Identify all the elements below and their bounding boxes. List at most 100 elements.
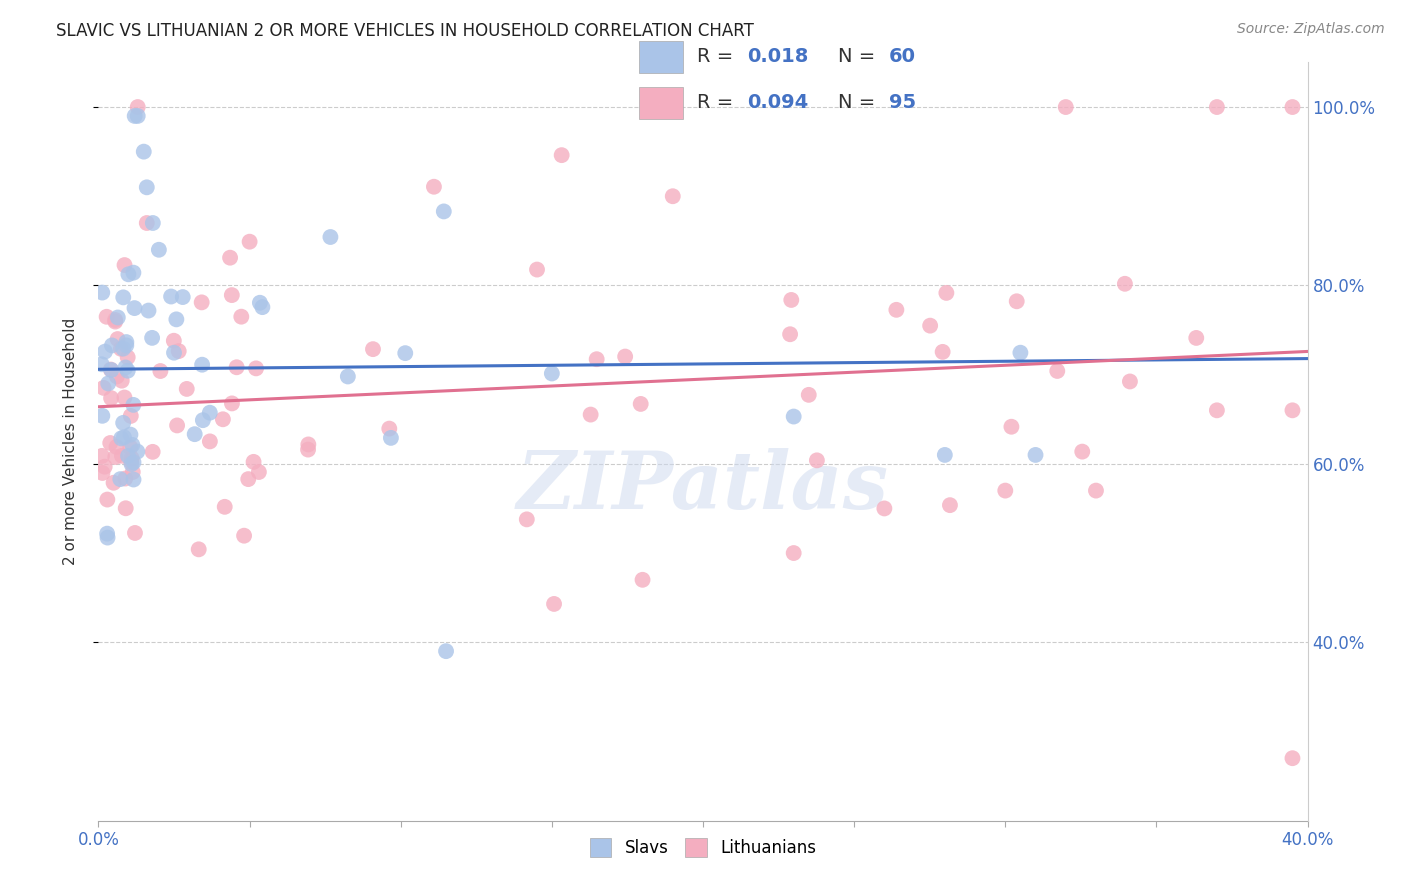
Point: [1085, 483, 1108, 498]
Point: [117, 351, 139, 365]
FancyBboxPatch shape: [640, 87, 683, 119]
Point: [167, 344, 190, 359]
Point: [1281, 100, 1303, 114]
Point: [90, 357, 112, 371]
Point: [111, 374, 134, 388]
Point: [423, 179, 446, 194]
Point: [319, 230, 342, 244]
Point: [112, 290, 135, 304]
Point: [105, 440, 128, 454]
Text: N =: N =: [838, 94, 882, 112]
Point: [994, 483, 1017, 498]
Point: [124, 301, 146, 315]
Point: [247, 465, 270, 479]
Text: 0.018: 0.018: [747, 47, 808, 66]
Point: [120, 409, 142, 423]
Text: 60: 60: [889, 47, 915, 66]
Point: [585, 352, 607, 367]
Point: [163, 345, 186, 359]
Point: [104, 315, 127, 329]
Point: [91, 466, 114, 480]
Text: Source: ZipAtlas.com: Source: ZipAtlas.com: [1237, 22, 1385, 37]
Point: [920, 318, 942, 333]
Point: [100, 362, 122, 376]
Point: [797, 388, 820, 402]
Point: [219, 251, 242, 265]
Point: [378, 422, 401, 436]
Point: [107, 310, 129, 325]
Point: [111, 449, 134, 463]
Point: [91, 409, 114, 423]
Point: [631, 573, 654, 587]
Point: [114, 501, 136, 516]
Point: [114, 258, 136, 272]
Point: [394, 346, 416, 360]
Point: [239, 235, 262, 249]
Point: [93, 381, 115, 395]
Text: R =: R =: [696, 47, 740, 66]
Point: [121, 438, 143, 452]
Point: [107, 332, 129, 346]
Point: [165, 312, 187, 326]
Point: [172, 290, 194, 304]
Point: [297, 442, 319, 457]
Point: [127, 444, 149, 458]
Point: [183, 427, 205, 442]
Point: [873, 501, 896, 516]
Text: ZIPatlas: ZIPatlas: [517, 449, 889, 525]
Point: [103, 475, 125, 490]
Point: [1005, 294, 1028, 309]
Point: [806, 453, 828, 467]
Point: [543, 597, 565, 611]
Point: [1071, 444, 1094, 458]
Point: [221, 288, 243, 302]
Point: [115, 334, 138, 349]
Point: [550, 148, 572, 162]
Point: [141, 331, 163, 345]
Point: [142, 445, 165, 459]
Point: [1281, 751, 1303, 765]
Point: [122, 398, 145, 412]
Point: [91, 285, 114, 300]
Point: [104, 450, 127, 464]
Point: [1046, 364, 1069, 378]
Point: [614, 350, 637, 364]
Point: [166, 418, 188, 433]
Point: [935, 285, 957, 300]
Point: [233, 529, 256, 543]
Point: [96, 531, 118, 545]
Point: [148, 243, 170, 257]
Point: [98, 436, 121, 450]
Point: [132, 145, 155, 159]
Point: [198, 406, 221, 420]
Point: [1281, 403, 1303, 417]
Point: [96, 310, 118, 324]
Point: [105, 369, 128, 384]
Point: [122, 473, 145, 487]
Point: [114, 391, 136, 405]
Point: [214, 500, 236, 514]
Point: [1010, 345, 1032, 359]
Point: [120, 440, 142, 454]
Point: [110, 472, 132, 486]
Point: [121, 451, 143, 466]
Point: [661, 189, 683, 203]
Point: [1024, 448, 1046, 462]
Point: [94, 344, 117, 359]
Point: [779, 327, 801, 342]
Point: [117, 364, 139, 378]
Point: [142, 216, 165, 230]
Point: [886, 302, 908, 317]
Point: [122, 455, 145, 469]
Text: 0.094: 0.094: [747, 94, 808, 112]
Point: [96, 526, 118, 541]
Point: [93, 459, 115, 474]
Point: [114, 360, 136, 375]
Point: [1206, 403, 1229, 417]
Point: [135, 216, 157, 230]
Point: [190, 295, 212, 310]
Point: [112, 342, 135, 356]
Point: [149, 364, 172, 378]
Point: [160, 289, 183, 303]
Point: [380, 431, 402, 445]
